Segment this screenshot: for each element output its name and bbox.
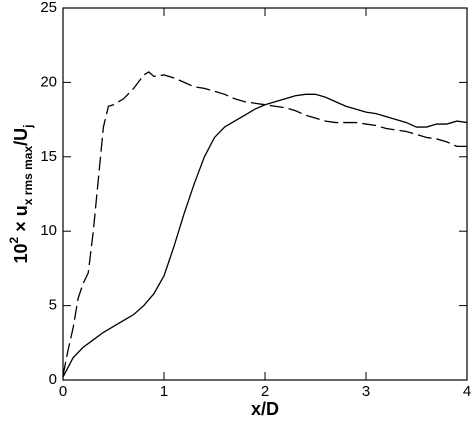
y-axis-label: 102 × ux rms max/Uj [7,125,35,264]
y-label-part: j [21,125,35,129]
y-tick-label: 25 [40,0,57,16]
y-tick-label: 20 [40,73,57,90]
plot-frame [62,7,468,381]
y-label-part: x rms max [21,146,35,206]
y-tick-label: 0 [49,371,57,388]
x-axis-label: x/D [251,399,279,419]
y-label-part: /U [11,128,31,146]
y-label-part: × u [11,205,31,237]
x-tick-label: 0 [59,383,67,400]
data-line [62,93,468,378]
x-tick-label: 3 [362,383,370,400]
y-tick-label: 10 [40,222,57,239]
y-label-part: 2 [7,236,21,243]
x-tick-label: 1 [160,383,168,400]
y-label-part: 10 [11,243,31,263]
x-tick-label: 2 [261,383,269,400]
y-tick-label: 15 [40,148,57,165]
x-tick-label: 4 [463,383,471,400]
y-tick-label: 5 [49,297,57,314]
data-line [62,71,467,376]
